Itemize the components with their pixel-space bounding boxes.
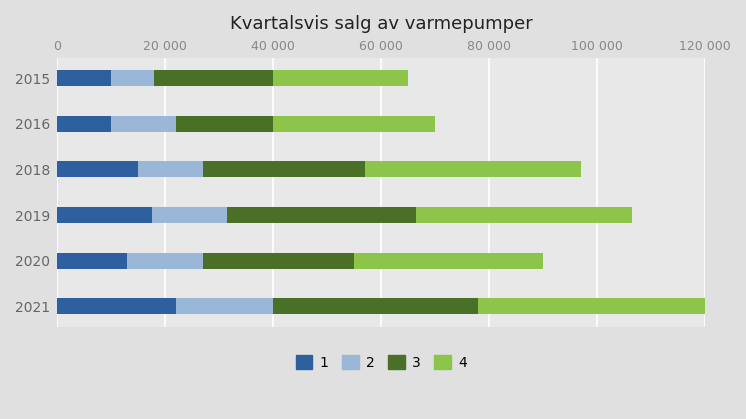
Bar xyxy=(228,207,416,223)
Bar xyxy=(111,116,176,132)
Bar xyxy=(354,253,543,269)
Bar xyxy=(111,70,154,86)
Bar xyxy=(365,161,581,178)
Bar xyxy=(57,116,111,132)
Bar xyxy=(273,70,408,86)
Bar xyxy=(273,298,478,314)
Title: Kvartalsvis salg av varmepumper: Kvartalsvis salg av varmepumper xyxy=(230,15,533,33)
Bar xyxy=(57,70,111,86)
Bar xyxy=(138,161,203,178)
Bar xyxy=(176,298,273,314)
Bar xyxy=(57,253,128,269)
Legend: 1, 2, 3, 4: 1, 2, 3, 4 xyxy=(290,350,472,375)
Bar xyxy=(203,161,365,178)
Bar xyxy=(203,253,354,269)
Bar xyxy=(176,116,273,132)
Bar xyxy=(478,298,746,314)
Bar xyxy=(151,207,228,223)
Bar xyxy=(273,116,435,132)
Bar xyxy=(416,207,632,223)
Bar xyxy=(154,70,273,86)
Bar xyxy=(57,298,176,314)
Bar xyxy=(128,253,203,269)
Bar xyxy=(57,207,151,223)
Bar xyxy=(57,161,138,178)
